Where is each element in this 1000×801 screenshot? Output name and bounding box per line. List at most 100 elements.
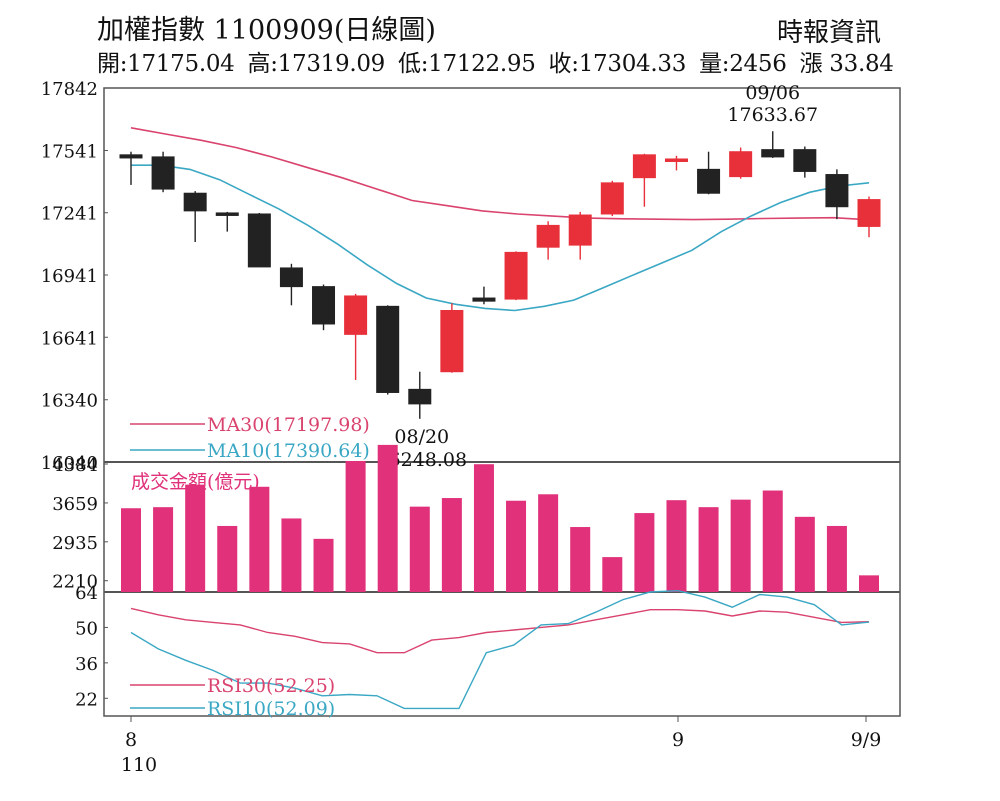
candle-body [825,174,849,208]
candle [568,211,592,260]
candle-body [247,213,271,268]
candle [151,151,175,193]
volume-bar [698,507,719,592]
candle-body [312,286,336,325]
rsi10-legend-label: RSI10(52.09) [207,698,335,720]
low-value-label: 16248.08 [376,449,467,471]
x-tick-label: 9 [672,729,684,751]
candle-body [664,158,688,162]
volume-bar [377,444,398,592]
candle [440,303,464,373]
candle [793,146,817,178]
volume-bar [666,500,687,592]
candle-body [408,388,432,405]
candle [344,293,368,381]
low-date-label: 08/20 [394,426,449,448]
candle-body [279,267,303,288]
candle-body [600,182,624,215]
volume-bar [826,525,847,592]
candle-body [376,305,400,393]
candle-body [344,295,368,335]
volume-bar [859,575,879,592]
candle-body [472,297,496,302]
high-date-label: 09/06 [745,82,800,104]
rsi30-legend-label: RSI30(52.25) [207,675,335,697]
candle-body [183,192,207,212]
volume-title: 成交金額(億元) [131,471,260,493]
candle-body [119,154,143,159]
candle [536,221,560,260]
candle [408,371,432,419]
candle [504,251,528,301]
price-tick-label: 17842 [41,79,98,100]
candle [632,153,656,207]
change-value: 漲 33.84 [799,51,894,77]
volume-bar [473,464,494,592]
low-value: 低:17122.95 [398,51,536,77]
source-label: 時報資訊 [777,18,882,48]
ma10-legend-label: MA10(17390.64) [207,440,370,462]
candle-body [568,214,592,246]
volume-bar [281,518,302,592]
volume-bar [538,494,559,592]
candle-body [697,168,721,194]
x-tick-sublabel: 110 [121,754,157,776]
high-value: 高:17319.09 [247,51,386,77]
high-value-label: 17633.67 [727,104,818,126]
price-tick-label: 16340 [41,391,98,412]
volume-bar [441,498,462,592]
price-tick-label: 16641 [41,328,98,349]
volume-tick-label: 4384 [52,455,98,476]
volume-bar [570,527,591,592]
volume-bar [313,538,334,592]
rsi-tick-label: 36 [75,654,98,675]
candle [312,284,336,331]
candle-body [793,149,817,172]
candle-body [857,199,881,227]
volume-bar [345,460,366,592]
candle-body [440,309,464,373]
candle [376,305,400,395]
rsi-tick-label: 50 [75,618,98,639]
x-tick-label: 9/9 [851,729,882,751]
ma30-line [130,127,870,221]
candle-body [536,224,560,248]
rsi-tick-label: 64 [75,583,98,604]
volume-tick-label: 2210 [52,572,98,593]
volume-bar [185,484,206,592]
volume-bar [153,507,174,592]
x-tick-label: 8 [125,729,137,751]
candle [247,212,271,268]
open-value: 開:17175.04 [97,51,235,77]
candle [664,155,688,171]
price-tick-label: 17241 [41,204,98,225]
rsi-tick-label: 22 [75,689,98,710]
volume-bar [409,506,430,592]
candle [697,151,721,195]
volume-bar [634,513,655,592]
volume-bar [121,508,141,592]
candle [761,131,785,158]
quote-line: 開:17175.04 高:17319.09 低:17122.95 收:17304… [97,44,900,78]
candle-body [632,154,656,179]
candle [825,169,849,220]
volume-bar [249,486,270,592]
candle [183,191,207,242]
volume-bar [730,499,751,592]
price-tick-label: 16941 [41,266,98,287]
candle [215,211,239,232]
candle-body [729,151,753,178]
volume-tick-label: 2935 [52,533,98,554]
candle [857,196,881,238]
rsi10-line [130,589,870,710]
volume-bar [762,490,783,592]
ma30-legend-label: MA30(17197.98) [207,414,370,436]
candle-body [761,149,785,158]
ma10-line [131,164,870,312]
volume-value: 量:2456 [699,51,787,77]
volume-tick-label: 3659 [52,494,98,515]
rsi30-line [130,607,870,654]
price-tick-label: 16040 [41,453,98,474]
close-value: 收:17304.33 [548,51,687,77]
